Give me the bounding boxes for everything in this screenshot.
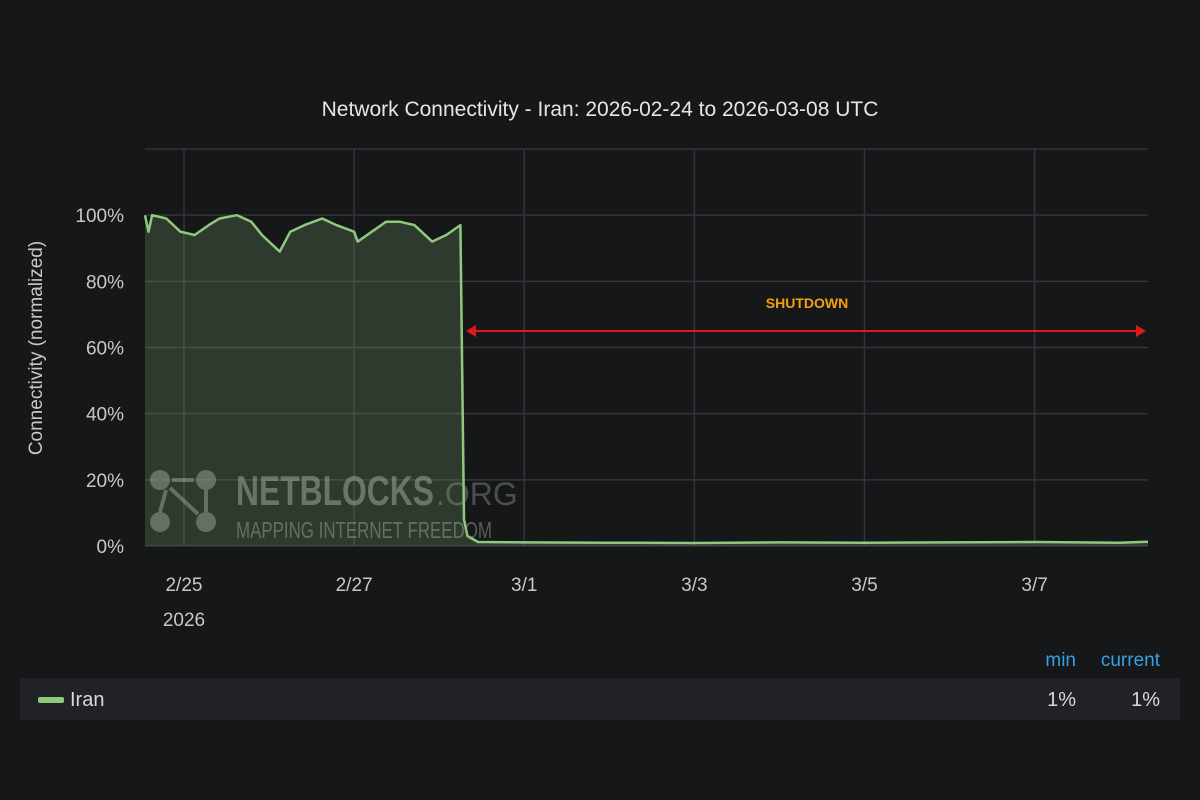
x-tick-label: 3/1 <box>511 575 537 596</box>
y-tick-label: 40% <box>86 405 124 426</box>
watermark-node <box>150 512 170 532</box>
watermark-node <box>150 470 170 490</box>
watermark-node <box>196 470 216 490</box>
legend-min-value: 1% <box>1047 689 1076 711</box>
x-tick-sublabel: 2026 <box>163 610 205 631</box>
y-tick-label: 80% <box>86 272 124 293</box>
y-tick-label: 100% <box>75 206 124 227</box>
x-tick-label: 3/5 <box>851 575 877 596</box>
legend-header-current[interactable]: current <box>1100 650 1160 671</box>
x-tick-label: 3/3 <box>681 575 707 596</box>
series-area <box>145 215 1148 546</box>
x-tick-label: 2/25 <box>165 575 202 596</box>
watermark-tagline: MAPPING INTERNET FREEDOM <box>236 517 492 543</box>
shutdown-label: SHUTDOWN <box>766 295 848 311</box>
legend-series-name[interactable]: Iran <box>70 689 105 711</box>
watermark-node <box>196 512 216 532</box>
watermark-suffix: .ORG <box>436 476 518 512</box>
x-tick-label: 2/27 <box>336 575 373 596</box>
legend-row-iran[interactable]: Iran 1% 1% <box>20 678 1180 720</box>
watermark-name: NETBLOCKS <box>236 467 434 514</box>
y-tick-label: 60% <box>86 339 124 360</box>
y-tick-label: 20% <box>86 471 124 492</box>
y-axis-label: Connectivity (normalized) <box>26 241 47 455</box>
series-line <box>143 213 1149 545</box>
legend-color-swatch <box>38 697 64 703</box>
x-tick-label: 3/7 <box>1021 575 1047 596</box>
y-tick-label: 0% <box>97 537 125 558</box>
legend-current-value: 1% <box>1131 689 1160 711</box>
arrow-head-right <box>1136 324 1146 337</box>
watermark-logo-lines <box>158 478 208 516</box>
chart-title: Network Connectivity - Iran: 2026-02-24 … <box>321 98 879 121</box>
arrow-head-left <box>465 324 476 337</box>
legend-header-min[interactable]: min <box>1045 650 1076 671</box>
